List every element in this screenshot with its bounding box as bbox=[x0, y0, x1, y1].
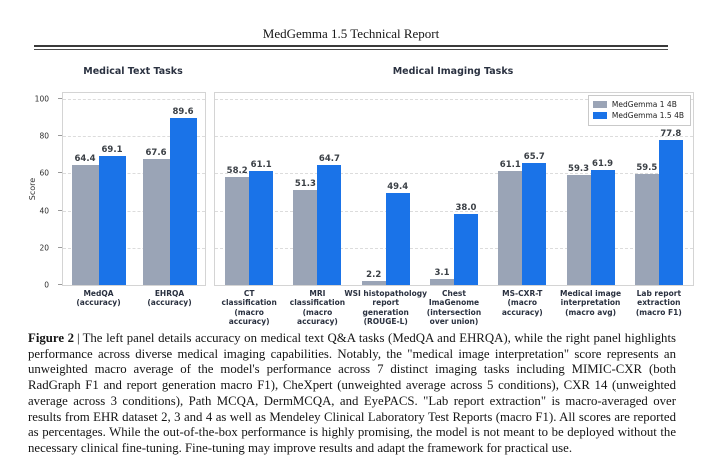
bar-medgemma-1-4b: 3.1 bbox=[429, 268, 454, 285]
bar-medgemma-1-5-4b: 65.7 bbox=[522, 152, 547, 285]
bar-group: 59.5 77.8 Lab report extraction (macro F1) bbox=[634, 93, 683, 317]
bar-medgemma-1-5-4b: 38.0 bbox=[453, 203, 478, 285]
gridline bbox=[63, 247, 205, 249]
legend-item: MedGemma 1.5 4B bbox=[592, 111, 684, 120]
bar-value-label: 89.6 bbox=[172, 107, 194, 118]
x-tick-label: Lab report extraction (macro F1) bbox=[635, 289, 682, 317]
bar-medgemma-1-5-4b: 69.1 bbox=[98, 145, 126, 285]
y-tick-label: 0 bbox=[44, 280, 49, 290]
y-tick-mark bbox=[58, 98, 62, 99]
y-tick-label: 60 bbox=[39, 168, 49, 178]
bar-value-label: 58.2 bbox=[226, 165, 248, 176]
legend: MedGemma 1 4B MedGemma 1.5 4B bbox=[587, 95, 691, 126]
y-tick-mark bbox=[58, 246, 62, 248]
figure-caption-separator: | bbox=[77, 331, 80, 345]
bar-medgemma-1-4b: 67.6 bbox=[142, 148, 170, 285]
bar-group: 51.3 64.7 MRI classification (macro accuracy) bbox=[290, 93, 345, 326]
bar-value-label: 38.0 bbox=[455, 203, 477, 214]
bar-group: 67.6 89.6 EHRQA (accuracy) bbox=[142, 93, 197, 307]
legend-swatch bbox=[592, 112, 607, 119]
chart-title-imaging-tasks: Medical Imaging Tasks bbox=[392, 66, 514, 77]
bar-medgemma-1-5-4b: 64.7 bbox=[317, 154, 342, 285]
gridline bbox=[63, 99, 205, 100]
y-tick-mark bbox=[58, 135, 62, 137]
bar-group: 61.1 65.7 MS-CXR-T (macro accuracy) bbox=[498, 93, 547, 317]
x-tick-label: MS-CXR-T (macro accuracy) bbox=[501, 289, 543, 317]
legend-label: MedGemma 1.5 4B bbox=[611, 111, 684, 120]
chart-medical-text-tasks: Medical Text Tasks Score 0 20 40 60 80 100 64.… bbox=[28, 66, 206, 307]
bar-medgemma-1-4b: 61.1 bbox=[498, 160, 523, 285]
bar-group: 3.1 38.0 Chest ImaGenome (intersection over u… bbox=[427, 93, 481, 326]
bar-value-label: 69.1 bbox=[101, 145, 123, 156]
bar-value-label: 61.1 bbox=[499, 160, 521, 171]
y-tick-mark bbox=[58, 172, 62, 174]
x-tick-label: CT classification (macro accuracy) bbox=[221, 289, 277, 327]
figure-caption: Figure 2 | The left panel details accuracy… bbox=[28, 331, 676, 457]
gridline bbox=[63, 136, 205, 138]
bar-medgemma-1-5-4b: 61.9 bbox=[590, 159, 615, 285]
bar-value-label: 59.3 bbox=[568, 163, 590, 174]
x-tick-label: MedQA (accuracy) bbox=[76, 289, 121, 308]
bar-medgemma-1-5-4b: 89.6 bbox=[169, 107, 197, 285]
bar-value-label: 49.4 bbox=[387, 182, 409, 193]
bar-group: 58.2 61.1 CT classification (macro accuracy) bbox=[221, 93, 276, 326]
bar-medgemma-1-5-4b: 77.8 bbox=[658, 129, 683, 285]
x-tick-label: EHRQA (accuracy) bbox=[147, 289, 192, 308]
bar-value-label: 77.8 bbox=[660, 129, 682, 140]
bar-value-label: 61.9 bbox=[592, 158, 614, 169]
gridline bbox=[63, 173, 205, 175]
bar-medgemma-1-4b: 59.5 bbox=[634, 163, 659, 285]
y-tick-mark bbox=[58, 284, 62, 285]
legend-swatch bbox=[592, 101, 607, 108]
x-tick-label: Medical image interpretation (macro avg) bbox=[560, 289, 622, 317]
bar-medgemma-1-4b: 51.3 bbox=[293, 179, 318, 285]
x-tick-label: MRI classification (macro accuracy) bbox=[289, 289, 346, 327]
bar-value-label: 67.6 bbox=[145, 148, 167, 159]
gridline bbox=[215, 173, 693, 175]
bar-medgemma-1-5-4b: 61.1 bbox=[249, 160, 274, 285]
chart-medical-imaging-tasks: Medical Imaging Tasks 58.2 61.1 CT classifi… bbox=[214, 66, 694, 326]
legend-label: MedGemma 1 4B bbox=[611, 100, 677, 109]
chart-title-text-tasks: Medical Text Tasks bbox=[83, 66, 183, 77]
plot-area-imaging-tasks: 58.2 61.1 CT classification (macro accuracy) 5… bbox=[214, 92, 694, 326]
bar-value-label: 59.5 bbox=[636, 163, 658, 174]
bar-group: 64.4 69.1 MedQA (accuracy) bbox=[71, 93, 126, 307]
header-divider bbox=[34, 45, 668, 50]
bar-medgemma-1-5-4b: 49.4 bbox=[385, 182, 410, 285]
x-tick-label: Chest ImaGenome (intersection over union) bbox=[426, 289, 482, 327]
bar-value-label: 65.7 bbox=[523, 151, 545, 162]
bar-value-label: 64.4 bbox=[74, 154, 96, 165]
x-tick-label: WSI histopathology report generation (ROUGE… bbox=[344, 289, 428, 327]
bar-medgemma-1-4b: 59.3 bbox=[566, 164, 591, 285]
bar-value-label: 64.7 bbox=[318, 153, 340, 164]
report-title: MedGemma 1.5 Technical Report bbox=[262, 26, 440, 41]
bar-value-label: 2.2 bbox=[366, 269, 382, 280]
figure-caption-label: Figure 2 bbox=[28, 331, 75, 345]
y-tick-label: 80 bbox=[39, 131, 49, 141]
bar-group: 2.2 49.4 WSI histopathology report generatio… bbox=[344, 93, 427, 326]
gridline bbox=[215, 99, 693, 100]
bar-medgemma-1-4b: 58.2 bbox=[225, 166, 250, 285]
bar-medgemma-1-4b: 64.4 bbox=[71, 154, 99, 285]
figure-2: Medical Text Tasks Score 0 20 40 60 80 100 64.… bbox=[28, 66, 694, 326]
bar-value-label: 51.3 bbox=[294, 178, 316, 189]
gridline bbox=[215, 210, 693, 212]
y-axis: Score 0 20 40 60 80 100 bbox=[28, 92, 62, 290]
bar-value-label: 3.1 bbox=[434, 268, 450, 279]
bar-value-label: 61.1 bbox=[250, 160, 272, 171]
legend-item: MedGemma 1 4B bbox=[592, 100, 684, 109]
y-axis-title: Score bbox=[28, 177, 37, 201]
figure-caption-text: The left panel details accuracy on medic… bbox=[28, 331, 676, 456]
y-tick-label: 20 bbox=[39, 243, 49, 253]
bar-group: 59.3 61.9 Medical image interpretation (macr… bbox=[560, 93, 621, 317]
gridline bbox=[63, 210, 205, 212]
y-tick-label: 100 bbox=[34, 94, 49, 104]
plot-area-text-tasks: 64.4 69.1 MedQA (accuracy) 67.6 89.6 EHRQA (acc… bbox=[62, 92, 206, 307]
bar-medgemma-1-4b: 2.2 bbox=[361, 270, 386, 285]
page-header: MedGemma 1.5 Technical Report bbox=[0, 0, 702, 50]
y-tick-mark bbox=[58, 209, 62, 211]
gridline bbox=[215, 136, 693, 138]
y-tick-label: 40 bbox=[39, 206, 49, 216]
